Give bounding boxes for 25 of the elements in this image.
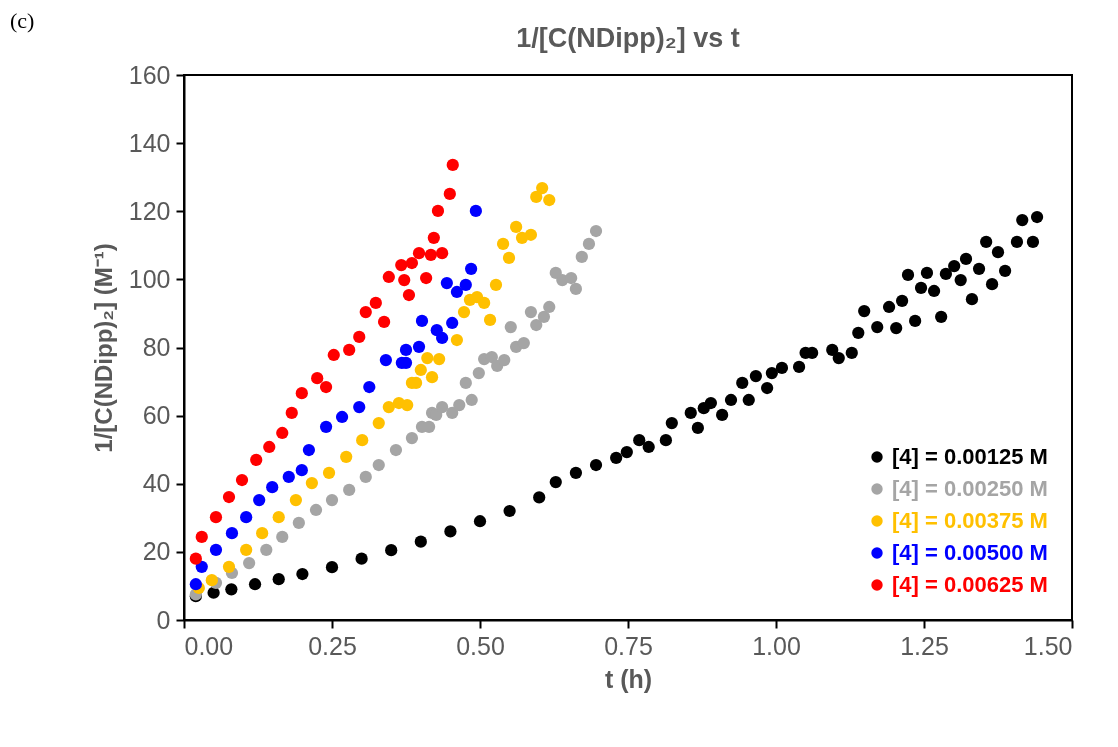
y-tick-label: 160 xyxy=(128,60,171,89)
y-tick-label: 120 xyxy=(128,196,171,225)
x-tick-label: 1.25 xyxy=(900,631,949,660)
legend-label: [4] = 0.00500 M xyxy=(892,540,1048,565)
y-tick-label: 80 xyxy=(142,333,171,361)
x-tick-label: 0.50 xyxy=(456,631,505,660)
x-tick-label: 0.00 xyxy=(184,631,234,660)
legend-label: [4] = 0.00250 M xyxy=(892,476,1048,501)
x-tick-label: 1.00 xyxy=(752,631,801,660)
x-tick-label: 1.50 xyxy=(1023,631,1073,660)
y-tick-label: 40 xyxy=(142,469,171,498)
x-tick-label: 0.25 xyxy=(308,631,357,660)
y-tick-label: 0 xyxy=(156,605,171,634)
legend-label: [4] = 0.00375 M xyxy=(892,508,1048,533)
x-tick-label: 0.75 xyxy=(604,631,653,660)
text: (c) xyxy=(10,8,35,34)
y-tick-label: 100 xyxy=(128,264,171,293)
legend-label: [4] = 0.00625 M xyxy=(892,572,1048,597)
chart-title: 1/[C(NDipp)₂] vs t xyxy=(516,23,740,53)
y-tick-label: 60 xyxy=(142,401,171,430)
y-axis-title: 1/[C(NDipp)₂] (M⁻¹) xyxy=(89,243,117,453)
y-tick-label: 140 xyxy=(128,128,171,157)
legend-label: [4] = 0.00125 M xyxy=(892,444,1048,469)
y-tick-label: 20 xyxy=(142,537,171,566)
x-axis-title: t (h) xyxy=(604,664,653,693)
